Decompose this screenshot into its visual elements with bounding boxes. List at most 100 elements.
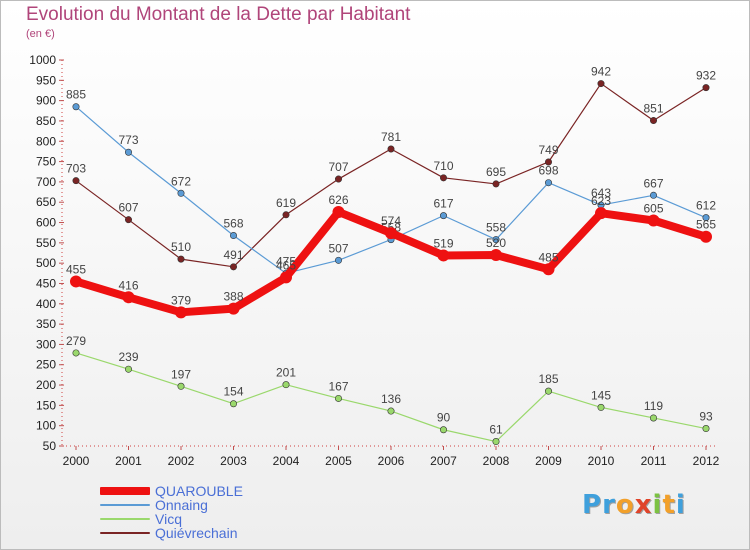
- data-label-quarouble: 623: [591, 194, 611, 208]
- logo-letter: t: [662, 490, 676, 520]
- x-tick-label: 2000: [63, 454, 90, 468]
- legend-swatch: [100, 487, 150, 495]
- data-label-vicq: 279: [66, 334, 86, 348]
- x-tick-label: 2005: [325, 454, 352, 468]
- data-point-quievrechain: [177, 255, 185, 263]
- data-label-quievrechain: 510: [171, 240, 191, 254]
- y-tick-label: 200: [36, 378, 56, 392]
- series-onnaing: 885773672568475507558617558698643667612: [66, 88, 716, 277]
- data-label-vicq: 136: [381, 392, 401, 406]
- data-point-quievrechain: [439, 174, 447, 182]
- data-label-onnaing: 643: [591, 186, 611, 200]
- data-point-quarouble: [490, 249, 502, 262]
- data-point-onnaing: [702, 214, 710, 222]
- legend-swatch: [100, 532, 150, 534]
- x-tick-label: 2007: [430, 454, 457, 468]
- legend-swatch: [100, 504, 150, 506]
- legend-item-onnaing: Onnaing: [100, 497, 360, 513]
- data-point-quievrechain: [125, 216, 133, 224]
- legend-label: Vicq: [155, 511, 182, 527]
- data-label-quievrechain: 619: [276, 196, 296, 210]
- data-point-quievrechain: [230, 263, 238, 271]
- data-label-vicq: 145: [591, 388, 611, 402]
- data-label-onnaing: 672: [171, 174, 191, 188]
- series-quievrechain: 703 607 510 491 619 707 781 710 695 749 942 851 932: [66, 65, 716, 271]
- data-point-quarouble: [385, 227, 397, 240]
- data-label-quarouble: 574: [381, 214, 401, 228]
- x-tick-label: 2010: [588, 454, 615, 468]
- data-label-quarouble: 416: [118, 278, 138, 292]
- data-point-vicq: [177, 382, 185, 390]
- data-point-onnaing: [492, 236, 500, 244]
- data-label-onnaing: 617: [433, 197, 453, 211]
- data-point-quarouble: [332, 205, 345, 218]
- data-label-onnaing: 568: [223, 217, 243, 231]
- data-label-vicq: 154: [223, 385, 243, 399]
- data-point-vicq: [387, 407, 395, 415]
- y-tick-label: 900: [36, 94, 56, 108]
- y-tick-label: 300: [36, 337, 56, 351]
- data-label-onnaing: 885: [66, 88, 86, 102]
- data-label-quievrechain: 851: [643, 102, 663, 116]
- data-label-quarouble: 379: [171, 293, 191, 307]
- data-point-quievrechain: [492, 180, 500, 188]
- legend-item-quarouble: QUAROUBLE: [100, 483, 360, 499]
- y-tick-label: 950: [36, 73, 56, 87]
- y-tick-label: 1000: [29, 53, 56, 67]
- x-tick-label: 2006: [378, 454, 405, 468]
- data-point-vicq: [282, 381, 290, 389]
- y-tick-label: 450: [36, 276, 56, 290]
- y-tick-label: 850: [36, 114, 56, 128]
- data-point-vicq: [544, 387, 552, 395]
- data-label-quievrechain: 749: [538, 143, 558, 157]
- data-label-vicq: 197: [171, 367, 191, 381]
- series-vicq: 279 239 197 154 201 167 136 90 61 185 145 119 93: [66, 334, 713, 446]
- data-point-onnaing: [649, 191, 657, 199]
- y-tick-label: 150: [36, 398, 56, 412]
- data-point-onnaing: [544, 179, 552, 187]
- y-tick-label: 800: [36, 134, 56, 148]
- data-point-onnaing: [72, 103, 80, 111]
- data-label-onnaing: 612: [696, 199, 716, 213]
- y-tick-label: 550: [36, 236, 56, 250]
- x-tick-label: 2012: [693, 454, 720, 468]
- chart-title: Evolution du Montant de la Dette par Hab…: [26, 4, 411, 25]
- data-point-vicq: [125, 365, 133, 373]
- logo-letter: i: [675, 490, 686, 520]
- data-point-quarouble: [595, 207, 607, 220]
- data-label-quarouble: 565: [696, 218, 716, 232]
- data-point-quarouble: [280, 271, 292, 284]
- legend-label: Onnaing: [155, 497, 208, 513]
- x-tick-label: 2008: [483, 454, 510, 468]
- data-label-vicq: 61: [489, 423, 503, 437]
- logo-letter: i: [652, 490, 663, 520]
- y-tick-label: 250: [36, 358, 56, 372]
- data-label-onnaing: 773: [118, 133, 138, 147]
- data-label-vicq: 239: [118, 350, 138, 364]
- y-tick-label: 350: [36, 317, 56, 331]
- legend-item-quievrechain: Quiévrechain: [100, 525, 360, 541]
- data-label-onnaing: 558: [486, 221, 506, 235]
- data-point-onnaing: [334, 256, 342, 264]
- data-label-vicq: 119: [644, 399, 663, 413]
- data-label-quievrechain: 781: [381, 130, 401, 144]
- data-label-quievrechain: 695: [486, 165, 506, 179]
- data-label-quarouble: 465: [276, 258, 296, 272]
- proxiti-logo: Proxiti: [582, 490, 686, 520]
- y-tick-label: 500: [36, 256, 56, 270]
- x-tick-label: 2001: [115, 454, 142, 468]
- y-tick-label: 50: [43, 439, 57, 453]
- data-point-vicq: [439, 426, 447, 434]
- data-label-vicq: 167: [328, 379, 348, 393]
- data-label-quievrechain: 932: [696, 69, 716, 83]
- data-point-quievrechain: [334, 175, 342, 183]
- data-label-quarouble: 626: [328, 193, 348, 207]
- data-label-onnaing: 507: [328, 241, 348, 255]
- x-tick-label: 2011: [641, 454, 667, 468]
- data-point-onnaing: [177, 189, 185, 197]
- data-point-quievrechain: [282, 211, 290, 219]
- data-point-quarouble: [437, 249, 450, 262]
- data-point-quievrechain: [702, 84, 710, 92]
